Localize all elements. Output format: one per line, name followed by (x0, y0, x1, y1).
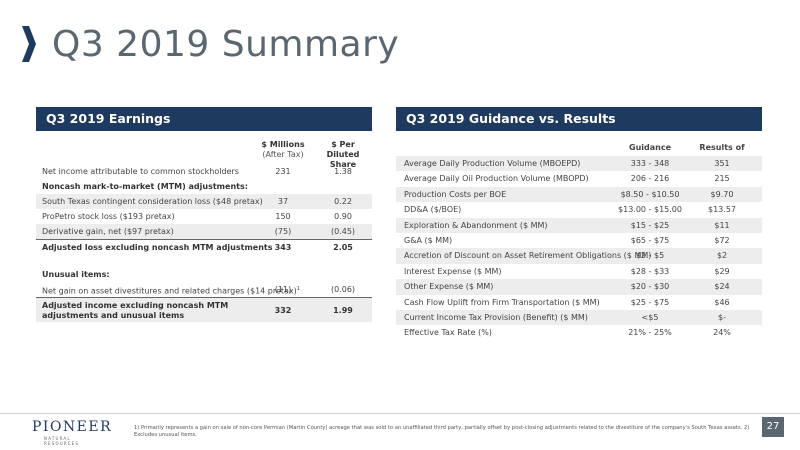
guidance-table-header: Guidance Results of Operations2 (396, 140, 762, 171)
table-row: Cash Flow Uplift from Firm Transportatio… (404, 297, 730, 307)
table-row: Derivative gain, net ($97 pretax) (75) (… (36, 224, 372, 239)
table-row: Production Costs per BOE $8.50 - $10.50 $9… (396, 186, 762, 203)
table-row: Average Daily Production Volume (MBOEPD)… (396, 156, 762, 172)
logo-name: PIONEER (32, 419, 113, 435)
table-row: DD&A ($/BOE) $13.00 - $15.00 $13.57 (404, 205, 736, 215)
table-row: Average Daily Oil Production Volume (MBO… (404, 174, 730, 184)
table-row: South Texas contingent consideration los… (36, 194, 372, 209)
table-row: G&A ($ MM) $65 - $75 $72 (404, 235, 730, 245)
chevron-right-icon (22, 26, 36, 62)
title-block: Q3 2019 Summary (20, 18, 399, 70)
table-row: Adjusted loss excluding noncash MTM adju… (36, 239, 372, 255)
table-row: Net gain on asset divestitures and relat… (42, 285, 356, 296)
guidance-column-header: Guidance (629, 143, 671, 152)
table-row (36, 255, 372, 267)
per-share-column-header: $ Per Diluted Share (326, 140, 360, 169)
table-row: Effective Tax Rate (%) 21% - 25% 24% (404, 328, 731, 338)
page-number: 27 (762, 417, 784, 437)
earnings-heading: Q3 2019 Earnings (36, 107, 372, 131)
guidance-heading: Q3 2019 Guidance vs. Results (396, 107, 762, 131)
table-row: Unusual items: (42, 270, 110, 279)
table-row: Exploration & Abandonment ($ MM) $15 - $2… (396, 217, 762, 233)
millions-column-header: $ Millions (After Tax) (261, 140, 305, 159)
table-row: Noncash mark-to-market (MTM) adjustments… (42, 182, 248, 191)
table-row: Other Expense ($ MM) $20 - $30 $24 (396, 279, 762, 295)
table-row: ProPetro stock loss ($193 pretax) 150 0.… (42, 212, 352, 221)
earnings-table: $ Millions (After Tax) $ Per Diluted Share… (36, 136, 372, 322)
guidance-table: Guidance Results of Operations2 Average … (396, 140, 762, 341)
table-row: Accretion of Discount on Asset Retiremen… (396, 248, 762, 264)
page-title: Q3 2019 Summary (52, 23, 400, 65)
footer-divider (0, 413, 800, 414)
table-row: Adjusted income excluding noncash MTM ad… (36, 297, 372, 322)
table-row: Current Income Tax Provision (Benefit) (… (396, 309, 762, 326)
logo-subtitle: NATURAL RESOURCES (44, 436, 80, 446)
table-row: Interest Expense ($ MM) $28 - $33 $29 (404, 266, 730, 276)
table-row: Net income attributable to common stockh… (42, 167, 352, 176)
company-logo: PIONEER NATURAL RESOURCES (32, 419, 113, 446)
earnings-table-header: $ Millions (After Tax) $ Per Diluted Share (36, 136, 372, 169)
footnote: 1) Primarily represents a gain on sale o… (134, 425, 750, 438)
